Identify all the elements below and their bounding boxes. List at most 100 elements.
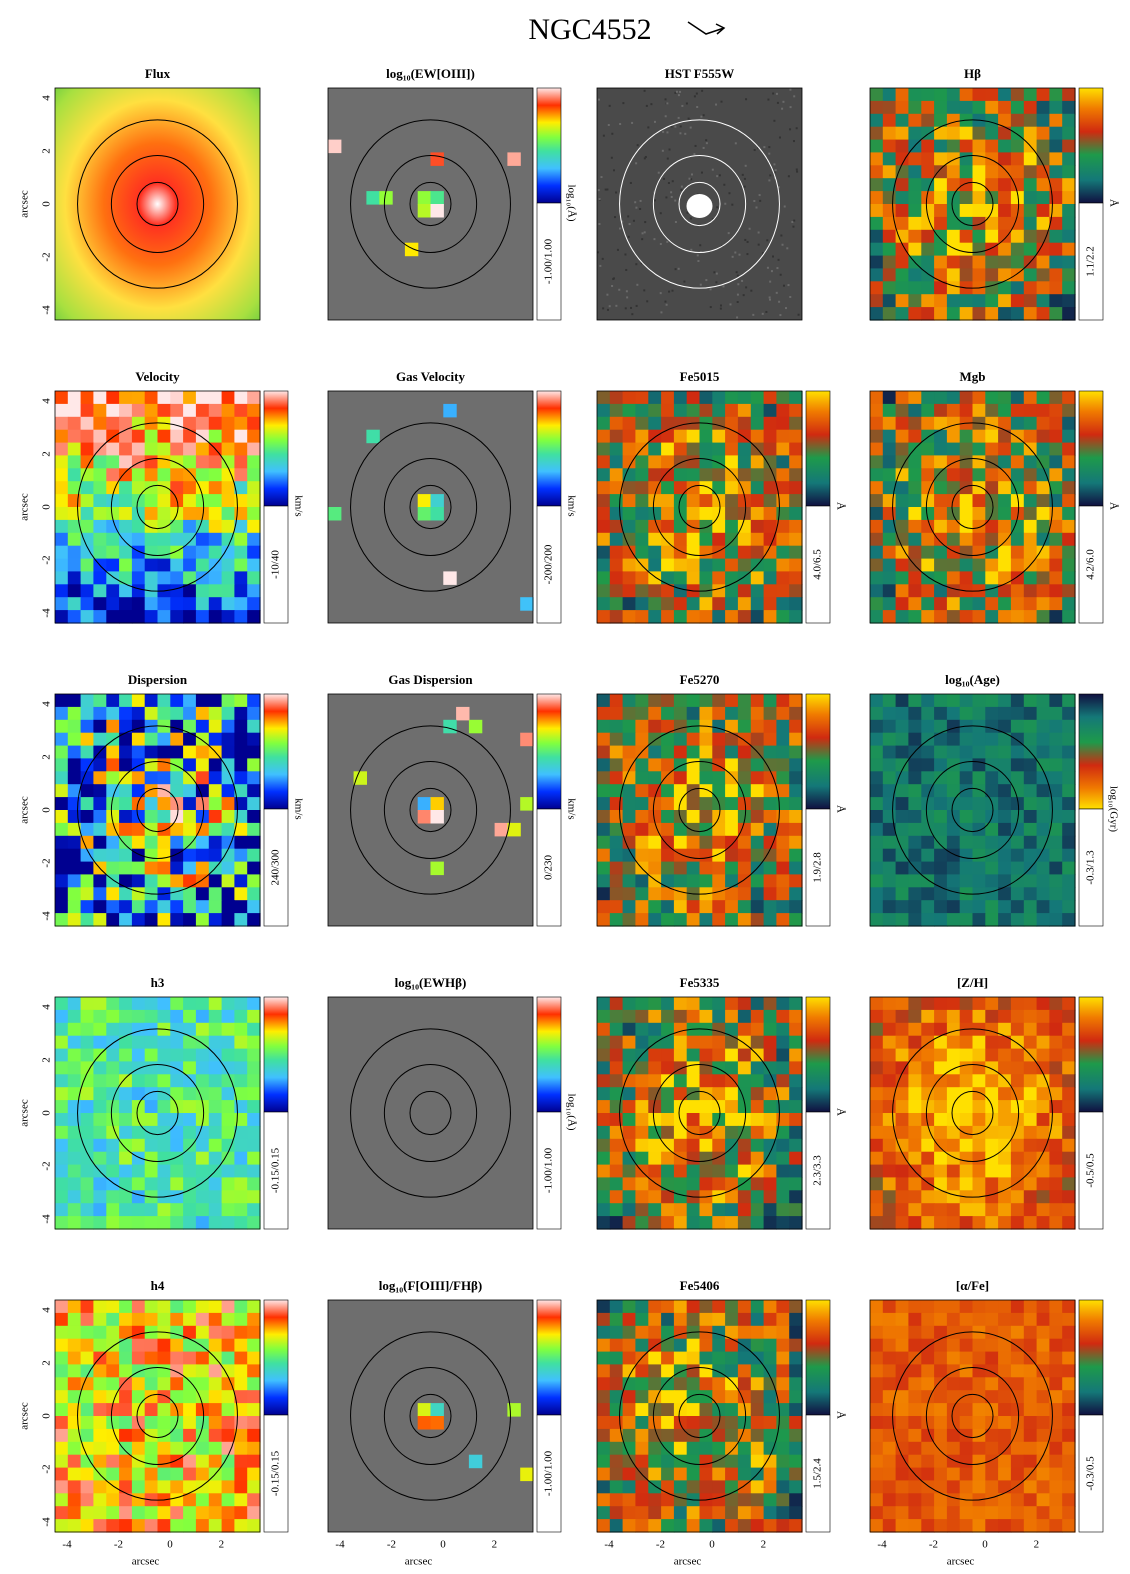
bin — [870, 1480, 884, 1494]
bin — [1023, 1177, 1038, 1191]
bin — [882, 1061, 897, 1075]
bin — [985, 545, 999, 560]
bin — [673, 913, 688, 927]
bin — [195, 545, 210, 560]
colorbar-range: 240/300 — [270, 849, 282, 886]
bin — [908, 784, 922, 798]
bin — [183, 887, 197, 901]
noise — [700, 115, 703, 118]
bin — [934, 1125, 948, 1140]
bin — [1062, 216, 1076, 231]
bin — [895, 887, 909, 901]
bin — [776, 784, 790, 798]
bin — [895, 191, 909, 205]
bin — [157, 810, 171, 824]
bin — [119, 429, 133, 444]
bin — [221, 1390, 235, 1404]
bin — [183, 1048, 197, 1063]
bin — [998, 178, 1012, 192]
noise — [789, 128, 792, 131]
bin — [661, 694, 675, 708]
bin — [985, 1351, 999, 1366]
x-tick-label: -4 — [877, 1539, 887, 1551]
bin — [870, 1338, 884, 1353]
bin — [934, 597, 948, 611]
bin — [55, 835, 69, 850]
bin — [1049, 1480, 1063, 1494]
bin — [1036, 1325, 1050, 1340]
bin — [1023, 268, 1038, 282]
noise — [639, 207, 642, 210]
bin — [1036, 88, 1050, 102]
bin — [106, 1061, 120, 1075]
bin — [1062, 429, 1076, 444]
bin — [106, 1048, 120, 1063]
noise — [722, 285, 725, 288]
bin — [417, 191, 432, 205]
noise — [696, 254, 699, 257]
bin — [67, 1506, 82, 1520]
bin — [1049, 1467, 1063, 1482]
bin — [972, 1177, 986, 1191]
bin — [959, 913, 974, 927]
bin — [80, 1441, 94, 1456]
bin — [221, 1519, 235, 1533]
bin — [870, 100, 884, 115]
colorbar-label-box — [536, 505, 562, 624]
bin — [622, 1022, 636, 1037]
bin — [972, 1087, 986, 1101]
bin — [1036, 507, 1050, 521]
bin — [183, 1216, 197, 1230]
bin — [1049, 1519, 1063, 1533]
noise — [624, 307, 627, 310]
bin — [998, 887, 1012, 901]
bin — [208, 1087, 223, 1101]
bin — [1049, 100, 1063, 115]
bin — [67, 391, 82, 405]
bin — [622, 1454, 636, 1469]
colorbar-range: 1.5/2.4 — [812, 1458, 824, 1489]
bin — [1062, 694, 1076, 708]
bin — [183, 1428, 197, 1443]
bin — [80, 784, 94, 798]
bin — [895, 152, 909, 166]
bin — [208, 694, 223, 708]
bin — [131, 1087, 146, 1101]
bin — [208, 1493, 223, 1507]
bin — [959, 294, 974, 308]
bin — [183, 797, 197, 811]
bin — [648, 442, 662, 457]
bin — [93, 900, 107, 914]
map-frame — [869, 87, 1076, 321]
bin — [597, 1125, 611, 1140]
bin — [67, 1164, 82, 1179]
bin — [985, 100, 999, 115]
bin — [157, 403, 171, 418]
bin — [635, 1454, 649, 1469]
bin — [131, 429, 146, 444]
bin — [221, 1300, 235, 1314]
bin — [183, 1113, 197, 1127]
bin — [55, 1416, 69, 1430]
bin — [998, 1519, 1012, 1533]
bin — [221, 1416, 235, 1430]
bin — [673, 1151, 688, 1166]
bin — [934, 1467, 948, 1482]
bin — [635, 732, 649, 747]
bin — [144, 1009, 159, 1024]
bin — [1062, 481, 1076, 495]
bin — [131, 874, 146, 888]
bin — [55, 532, 69, 547]
bin — [972, 152, 986, 166]
bin — [609, 494, 624, 508]
bin — [80, 532, 94, 547]
bin — [648, 468, 662, 482]
bin — [144, 1338, 159, 1353]
bin — [673, 1022, 688, 1037]
bin — [1036, 558, 1050, 573]
bin — [895, 1480, 909, 1494]
bin — [882, 1164, 897, 1179]
bin — [234, 706, 248, 721]
bin — [247, 900, 261, 914]
bin — [119, 1480, 133, 1494]
